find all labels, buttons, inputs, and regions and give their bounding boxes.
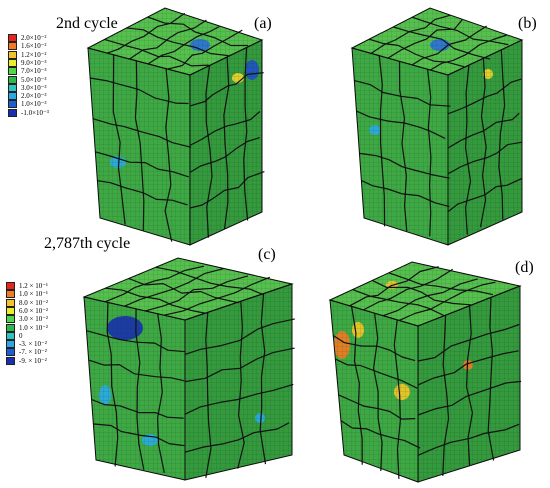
legend-swatch	[8, 58, 17, 67]
legend-label: 1.0×10⁻³	[21, 100, 47, 109]
legend-swatch	[8, 92, 17, 101]
legend-entry: 6.0 × 10⁻²	[6, 306, 96, 315]
legend-label: 5.0×10⁻³	[21, 75, 47, 84]
legend-entry: 1.0×10⁻³	[8, 100, 98, 109]
legend-swatch	[6, 282, 15, 290]
legend-entry: 1.0 × 10⁻¹	[6, 290, 96, 299]
legend-entry: 1.6×10⁻²	[8, 42, 98, 51]
legend-label: 1.2 × 10⁻¹	[19, 282, 48, 290]
legend-swatch	[8, 67, 17, 76]
legend-label: 9.0×10⁻³	[21, 58, 47, 67]
legend-swatch	[8, 83, 17, 92]
legend-entry: 3.0 × 10⁻²	[6, 315, 96, 324]
legend-entry: 5.0×10⁻³	[8, 75, 98, 84]
legend-label: -9. × 10⁻²	[19, 356, 47, 365]
legend-swatch	[8, 34, 17, 42]
cube-edge	[417, 285, 521, 483]
legend-label: 3.0 × 10⁻²	[19, 315, 48, 324]
legend-label: 7.0×10⁻³	[21, 67, 47, 76]
legend-label: 1.0 × 10⁻¹	[19, 290, 48, 299]
legend-bottom: 1.2 × 10⁻¹ 1.0 × 10⁻¹ 8.0 × 10⁻² 6.0 × 10⁻²…	[6, 282, 96, 366]
legend-label: 3.0×10⁻³	[21, 83, 47, 92]
grain-boundaries	[332, 266, 522, 479]
heading-2787th-cycle: 2,787th cycle	[44, 235, 131, 252]
legend-entry: 9.0×10⁻³	[8, 58, 98, 67]
legend-entry: 0	[6, 331, 96, 340]
legend-swatch	[6, 323, 15, 332]
legend-entry: -1.0×10⁻³	[8, 108, 98, 117]
grain-boundaries	[90, 12, 265, 242]
legend-entry: 3.0×10⁻³	[8, 83, 98, 92]
mesh-overlay	[84, 297, 185, 480]
legend-label: 1.2×10⁻²	[21, 50, 47, 59]
legend-swatch	[8, 50, 17, 59]
cube-c	[82, 257, 295, 481]
grain-boundaries	[86, 265, 295, 479]
panel-label-b: (b)	[518, 15, 537, 32]
legend-entry: 1.0 × 10⁻²	[6, 323, 96, 332]
cube-edge	[447, 39, 523, 246]
legend-entry: -7. × 10⁻²	[6, 348, 96, 357]
panel-label-c: (c)	[258, 246, 276, 263]
legend-label: 2.0×10⁻³	[21, 92, 47, 101]
legend-label: -1.0×10⁻³	[21, 108, 49, 117]
legend-top: 2.0×10⁻² 1.6×10⁻² 1.2×10⁻² 9.0×10⁻³ 7.0×10⁻³…	[8, 34, 98, 118]
legend-swatch	[8, 108, 17, 117]
legend-swatch	[8, 42, 17, 51]
legend-label: 8.0 × 10⁻²	[19, 298, 48, 307]
legend-swatch	[6, 331, 15, 340]
legend-entry: 1.2×10⁻²	[8, 50, 98, 59]
legend-entry: 1.2 × 10⁻¹	[6, 282, 96, 290]
mesh-overlay	[84, 258, 292, 320]
legend-entry: 8.0 × 10⁻²	[6, 298, 96, 307]
panel-label-d: (d)	[515, 259, 534, 276]
legend-entry: 7.0×10⁻³	[8, 67, 98, 76]
legend-entry: -3. × 10⁻²	[6, 340, 96, 349]
legend-entry: -9. × 10⁻²	[6, 356, 96, 365]
legend-swatch	[6, 298, 15, 307]
legend-label: 1.6×10⁻²	[21, 42, 47, 51]
heading-2nd-cycle: 2nd cycle	[56, 15, 118, 32]
legend-swatch	[8, 75, 17, 84]
panel-label-a: (a)	[254, 15, 272, 32]
legend-swatch	[6, 306, 15, 315]
cube-b	[350, 7, 524, 246]
cube-edge	[189, 39, 263, 246]
legend-swatch	[6, 348, 15, 357]
legend-label: 1.0 × 10⁻²	[19, 323, 48, 332]
cube-a	[86, 7, 265, 246]
mesh-overlay	[418, 286, 520, 482]
mesh-overlay	[88, 48, 190, 245]
legend-label: -7. × 10⁻²	[19, 348, 47, 357]
mesh-overlay	[330, 300, 418, 482]
legend-swatch	[8, 100, 17, 109]
legend-label: 6.0 × 10⁻²	[19, 306, 48, 315]
legend-label: 0	[19, 331, 23, 340]
legend-swatch	[6, 315, 15, 324]
mesh-overlay	[190, 40, 262, 245]
legend-entry: 2.0×10⁻²	[8, 34, 98, 42]
cube-d	[328, 261, 522, 483]
legend-swatch	[6, 290, 15, 299]
grain-boundaries	[354, 14, 522, 237]
legend-label: 2.0×10⁻²	[21, 34, 47, 42]
legend-label: -3. × 10⁻²	[19, 340, 47, 349]
legend-swatch	[6, 356, 15, 365]
mesh-overlay	[352, 48, 448, 245]
legend-swatch	[6, 340, 15, 349]
legend-entry: 2.0×10⁻³	[8, 92, 98, 101]
cube-edge	[184, 283, 293, 481]
mesh-overlay	[352, 8, 522, 75]
